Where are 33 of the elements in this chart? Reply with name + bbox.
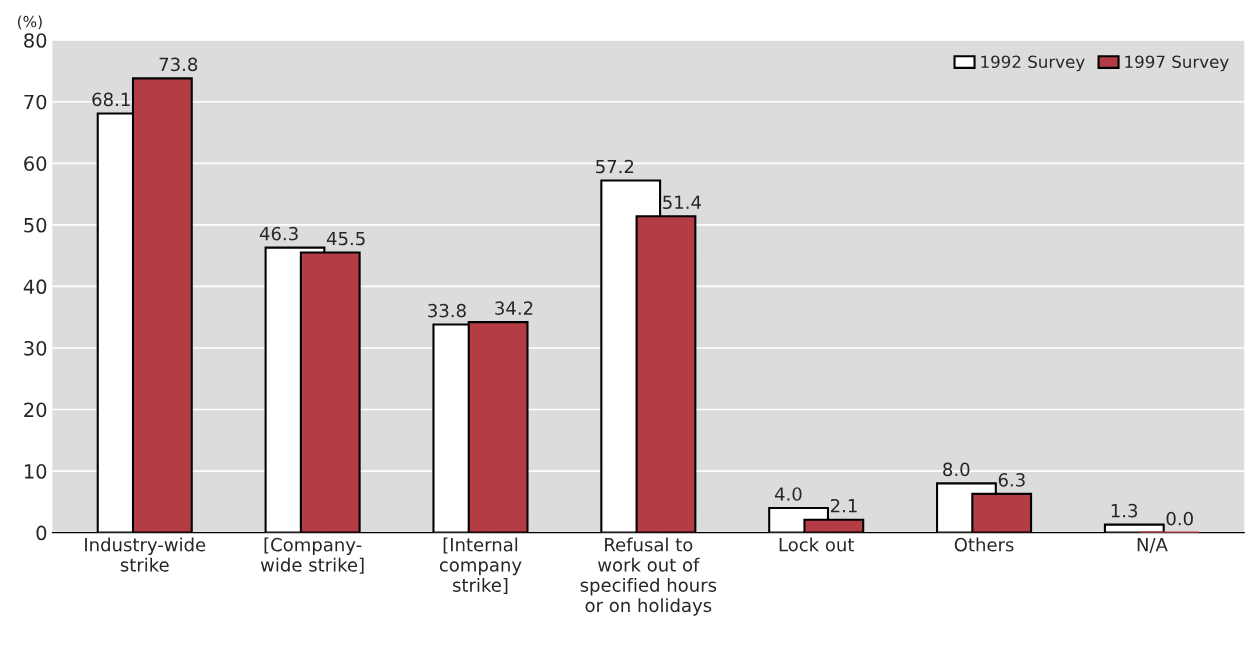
data-label: 0.0 bbox=[1166, 511, 1193, 526]
y-tick-label: 30 bbox=[24, 340, 47, 356]
data-label: 1.3 bbox=[1111, 503, 1138, 518]
x-tick-label: Others bbox=[954, 537, 1014, 552]
data-label: 73.8 bbox=[159, 57, 198, 72]
y-tick-label: 0 bbox=[36, 525, 47, 541]
x-tick-label: N/A bbox=[1137, 538, 1168, 553]
data-label: 57.2 bbox=[596, 159, 634, 174]
x-tick-label: [Internal company strike] bbox=[439, 537, 522, 595]
y-tick-label: 10 bbox=[24, 464, 47, 479]
data-label: 8.0 bbox=[943, 462, 970, 477]
x-tick-label: Industry-wide strike bbox=[85, 537, 206, 572]
x-tick-label: Lock out bbox=[779, 537, 855, 552]
y-tick-label: 80 bbox=[24, 33, 47, 48]
legend-label: 1992 Survey bbox=[981, 55, 1085, 72]
data-label: 2.1 bbox=[830, 498, 857, 513]
y-tick-label: 20 bbox=[24, 402, 47, 418]
y-tick-label: 40 bbox=[23, 279, 47, 295]
data-label: 33.8 bbox=[428, 303, 466, 318]
y-axis-title: (%) bbox=[17, 15, 42, 30]
y-tick-label: 70 bbox=[24, 94, 47, 110]
data-label: 4.0 bbox=[774, 487, 802, 501]
x-tick-label: Refusal to work out of specified hours or on holidays bbox=[580, 537, 717, 616]
data-label: 6.3 bbox=[998, 473, 1025, 487]
data-label: 45.5 bbox=[326, 231, 365, 246]
data-label: 68.1 bbox=[92, 92, 130, 107]
data-label: 51.4 bbox=[663, 195, 701, 210]
x-tick-label: [Company- wide strike] bbox=[260, 537, 364, 574]
data-label: 34.2 bbox=[495, 301, 533, 315]
legend-label: 1997 Survey bbox=[1125, 55, 1229, 72]
data-label: 46.3 bbox=[259, 226, 298, 241]
y-tick-label: 60 bbox=[24, 156, 47, 171]
y-tick-label: 50 bbox=[24, 217, 47, 233]
